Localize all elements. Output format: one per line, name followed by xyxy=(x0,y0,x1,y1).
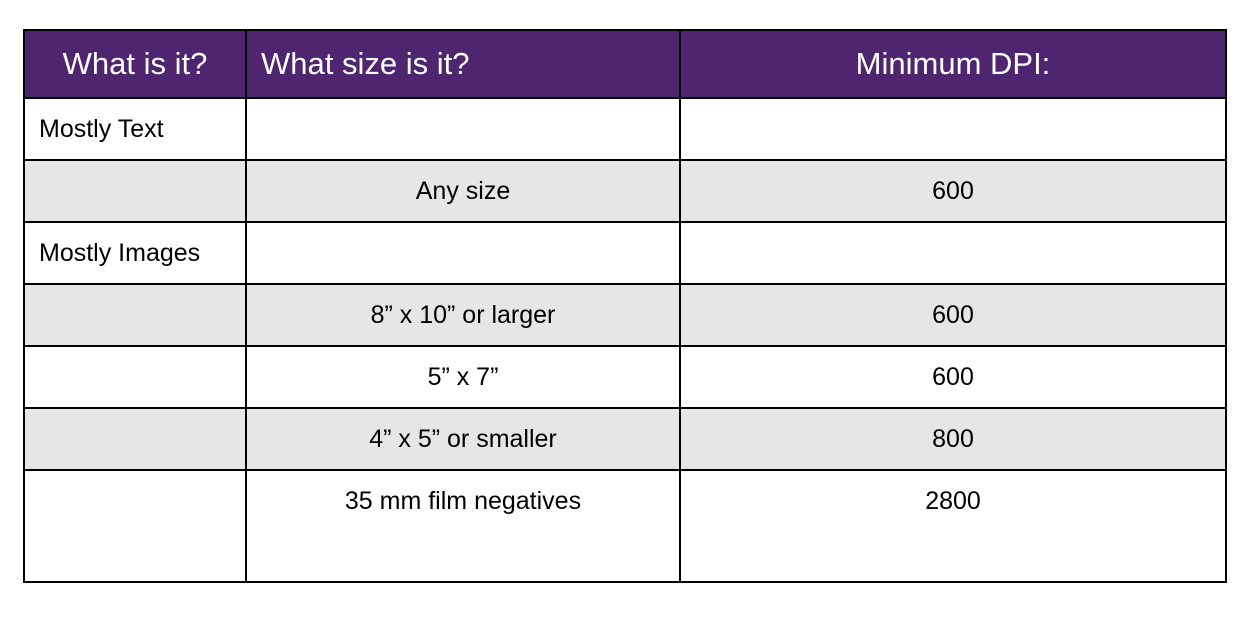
table-row: 35 mm film negatives 2800 xyxy=(23,469,1227,583)
header-row: What is it? What size is it? Minimum DPI… xyxy=(23,29,1227,99)
header-minimum-dpi: Minimum DPI: xyxy=(679,29,1227,99)
dpi-cell: 2800 xyxy=(679,469,1227,583)
size-cell: 8” x 10” or larger xyxy=(245,283,681,347)
dpi-cell: 800 xyxy=(679,407,1227,471)
dpi-cell xyxy=(679,97,1227,161)
size-cell xyxy=(245,221,681,285)
header-what-size: What size is it? xyxy=(245,29,681,99)
category-cell xyxy=(23,283,247,347)
header-what-is-it: What is it? xyxy=(23,29,247,99)
table-row: 4” x 5” or smaller 800 xyxy=(23,407,1227,471)
table-row: 5” x 7” 600 xyxy=(23,345,1227,409)
table-row: Mostly Images xyxy=(23,221,1227,285)
category-cell xyxy=(23,159,247,223)
table-body: Mostly Text Any size 600 Mostly Images 8… xyxy=(23,97,1227,583)
dpi-cell xyxy=(679,221,1227,285)
size-cell: 4” x 5” or smaller xyxy=(245,407,681,471)
dpi-cell: 600 xyxy=(679,345,1227,409)
size-cell: Any size xyxy=(245,159,681,223)
dpi-table: What is it? What size is it? Minimum DPI… xyxy=(23,29,1227,583)
category-cell xyxy=(23,345,247,409)
category-cell xyxy=(23,407,247,471)
size-cell: 35 mm film negatives xyxy=(245,469,681,583)
category-cell xyxy=(23,469,247,583)
dpi-cell: 600 xyxy=(679,159,1227,223)
size-cell: 5” x 7” xyxy=(245,345,681,409)
table-header: What is it? What size is it? Minimum DPI… xyxy=(23,29,1227,99)
category-cell: Mostly Images xyxy=(23,221,247,285)
table-row: Any size 600 xyxy=(23,159,1227,223)
size-cell xyxy=(245,97,681,161)
table-row: Mostly Text xyxy=(23,97,1227,161)
table-row: 8” x 10” or larger 600 xyxy=(23,283,1227,347)
dpi-cell: 600 xyxy=(679,283,1227,347)
category-cell: Mostly Text xyxy=(23,97,247,161)
